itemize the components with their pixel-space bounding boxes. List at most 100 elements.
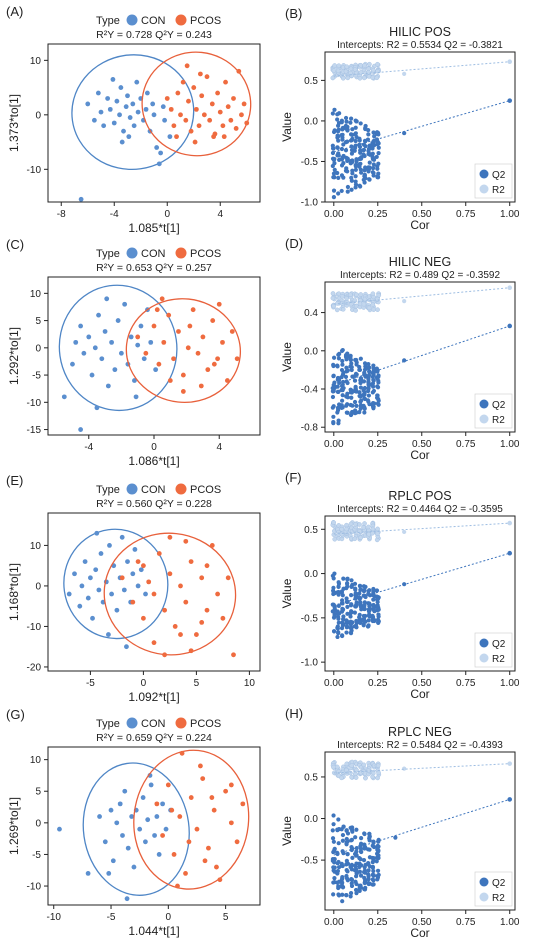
data-point-pcos: [171, 852, 177, 857]
y-tick-label: 0.0: [304, 346, 318, 357]
permutation-point-q2: [366, 361, 371, 367]
data-point-con: [72, 571, 77, 577]
legend-label-pcos: PCOS: [190, 718, 221, 730]
legend-title: Type: [96, 484, 120, 496]
x-axis-label: 1.086*t[1]: [128, 454, 179, 468]
data-point-pcos: [169, 807, 175, 813]
permutation-point-q2: [366, 128, 371, 133]
permutation-point-q2: [335, 611, 340, 616]
permutation-point-q2: [376, 145, 381, 150]
permutation-point-q2: [345, 184, 351, 190]
permutation-point-r2: [357, 75, 363, 81]
data-point-con: [122, 788, 128, 794]
data-point-con: [107, 543, 112, 548]
permutation-point-q2: [344, 893, 349, 898]
permutation-point-r2: [330, 75, 336, 81]
data-point-pcos: [175, 90, 181, 96]
legend-marker-r2: [479, 414, 489, 424]
data-point-pcos: [190, 307, 196, 313]
data-point-pcos: [180, 79, 186, 85]
permutation-point-r2: [349, 763, 355, 768]
permutation-point-q2: [353, 138, 358, 144]
data-point-pcos: [174, 134, 179, 140]
permutation-point-q2: [331, 615, 337, 620]
y-tick-label: 10: [30, 541, 42, 552]
data-point-pcos: [194, 826, 200, 832]
data-point-con: [107, 106, 113, 112]
permutation-point-q2: [350, 846, 355, 851]
data-point-pcos: [211, 361, 217, 367]
data-point-con: [128, 334, 134, 340]
permutation-point-q2: [353, 132, 358, 137]
permutation-point-q2: [339, 163, 345, 168]
regression-line-r2: [333, 522, 510, 535]
data-point-con: [110, 858, 116, 864]
y-tick-label: 0: [35, 818, 41, 829]
data-point-pcos: [217, 109, 223, 115]
data-point-con: [102, 329, 108, 334]
pls-panel-6: (G) Type CON PCOS R²Y = 0.659 Q²Y = 0.224 -10…: [6, 707, 261, 938]
permutation-point-q2: [374, 859, 379, 864]
data-point-pcos: [161, 339, 167, 345]
permutation-point-q2: [341, 614, 346, 619]
y-axis-label: Value: [280, 578, 294, 608]
permutation-point-r2: [330, 291, 336, 296]
permutation-point-q2: [331, 839, 336, 844]
permutation-point-q2: [358, 873, 364, 878]
permutation-point-q2: [375, 368, 380, 373]
x-tick-label: 0: [151, 442, 157, 453]
permutation-point-q2: [358, 167, 363, 172]
data-point-pcos: [141, 563, 146, 569]
original-model-point-q2: [507, 797, 513, 802]
permutation-point-q2: [371, 166, 376, 171]
data-point-pcos: [179, 750, 185, 756]
confidence-ellipse-pcos: [125, 298, 242, 404]
permutation-point-q2: [344, 619, 350, 624]
data-point-con: [77, 603, 83, 609]
data-point-pcos: [199, 575, 205, 581]
data-point-pcos: [241, 101, 247, 107]
permutation-point-q2: [366, 874, 371, 879]
y-tick-label: 0.0: [304, 814, 318, 825]
plot-frame: [324, 751, 516, 911]
permutation-point-q2: [361, 379, 367, 384]
y-tick-label: 0.5: [304, 772, 318, 783]
panel-label: (G): [6, 707, 25, 722]
permutation-point-r2: [374, 75, 380, 81]
legend-marker-pcos: [175, 14, 187, 26]
permutation-point-q2: [344, 596, 349, 601]
data-point-pcos: [156, 551, 162, 556]
permutation-point-q2: [366, 386, 371, 391]
permutation-point-q2: [363, 878, 368, 883]
data-point-pcos: [231, 96, 236, 101]
permutation-point-q2: [335, 389, 340, 394]
permutation-point-q2: [349, 364, 354, 370]
permutation-point-q2: [375, 868, 381, 873]
data-point-con: [156, 852, 162, 857]
permutation-point-q2: [349, 584, 354, 590]
permutation-point-q2: [345, 851, 350, 857]
x-tick-label: 1.00: [500, 917, 520, 928]
permutation-point-r2: [362, 521, 367, 526]
data-point-con: [130, 571, 136, 577]
permutation-point-q2: [361, 177, 366, 182]
data-point-con: [134, 79, 140, 85]
data-point-pcos: [198, 383, 204, 389]
plot-frame: [47, 512, 261, 672]
data-point-con: [133, 394, 139, 400]
permutation-point-q2: [340, 398, 345, 403]
y-tick-label: 0: [35, 343, 41, 354]
permutation-point-q2: [335, 170, 340, 176]
permutation-point-q2: [357, 869, 362, 874]
permutation-point-q2: [371, 882, 376, 887]
data-point-con: [117, 112, 122, 118]
permutation-point-q2: [336, 859, 341, 865]
data-point-pcos: [224, 378, 230, 383]
permutation-point-r2: [375, 296, 380, 302]
permutation-point-q2: [331, 157, 337, 163]
data-point-pcos: [199, 93, 205, 99]
data-point-con: [140, 795, 146, 800]
y-tick-label: -1.0: [301, 658, 319, 669]
data-point-con: [118, 85, 124, 90]
